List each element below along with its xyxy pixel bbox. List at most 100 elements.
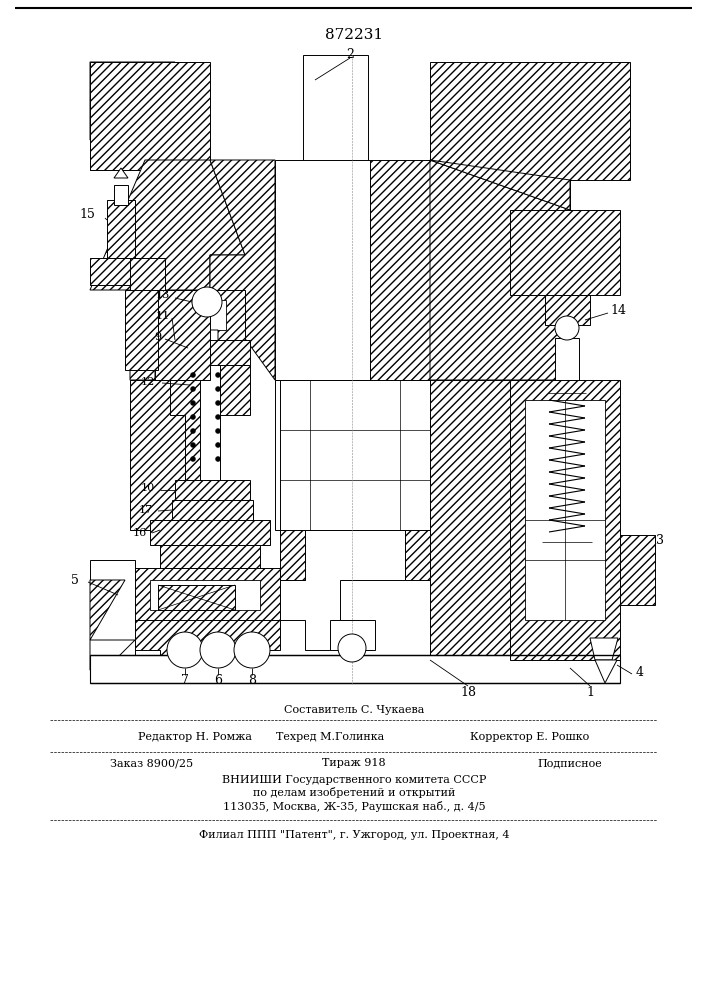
Circle shape bbox=[167, 632, 203, 668]
Text: 4: 4 bbox=[636, 666, 644, 678]
Bar bbox=[275, 160, 370, 380]
Text: Заказ 8900/25: Заказ 8900/25 bbox=[110, 758, 193, 768]
Text: 8: 8 bbox=[248, 674, 256, 686]
Polygon shape bbox=[158, 585, 235, 610]
Circle shape bbox=[190, 372, 196, 377]
Bar bbox=[200, 365, 220, 565]
Bar bbox=[130, 380, 210, 530]
Circle shape bbox=[190, 400, 196, 406]
Circle shape bbox=[190, 386, 196, 391]
Polygon shape bbox=[130, 568, 280, 620]
Text: 16: 16 bbox=[133, 528, 147, 538]
Polygon shape bbox=[90, 640, 135, 670]
Polygon shape bbox=[114, 168, 128, 178]
Polygon shape bbox=[545, 295, 590, 325]
Circle shape bbox=[192, 287, 222, 317]
Polygon shape bbox=[155, 290, 210, 380]
Polygon shape bbox=[90, 560, 135, 670]
Text: 9: 9 bbox=[154, 332, 162, 342]
Circle shape bbox=[190, 428, 196, 434]
Polygon shape bbox=[590, 638, 618, 660]
Text: 14: 14 bbox=[610, 304, 626, 316]
Bar bbox=[430, 380, 570, 670]
Bar bbox=[188, 300, 226, 330]
Text: 7: 7 bbox=[181, 674, 189, 686]
Text: 2: 2 bbox=[346, 48, 354, 62]
Polygon shape bbox=[90, 258, 140, 285]
Text: Корректор Е. Рошко: Корректор Е. Рошко bbox=[470, 732, 590, 742]
Text: 5: 5 bbox=[71, 574, 79, 586]
Text: 3: 3 bbox=[656, 534, 664, 546]
Text: 872231: 872231 bbox=[325, 28, 383, 42]
Circle shape bbox=[555, 316, 579, 340]
Bar bbox=[555, 338, 579, 383]
Polygon shape bbox=[90, 160, 245, 380]
Polygon shape bbox=[175, 480, 250, 500]
Text: 13: 13 bbox=[156, 290, 170, 300]
Polygon shape bbox=[198, 330, 218, 375]
Text: 11: 11 bbox=[156, 311, 170, 321]
Polygon shape bbox=[370, 160, 430, 380]
Bar bbox=[548, 380, 586, 398]
Polygon shape bbox=[510, 210, 620, 295]
Text: 15: 15 bbox=[79, 209, 95, 222]
Circle shape bbox=[338, 634, 366, 662]
Circle shape bbox=[216, 414, 221, 420]
Text: 12: 12 bbox=[141, 377, 155, 387]
Bar bbox=[150, 580, 260, 610]
Polygon shape bbox=[330, 620, 375, 650]
Polygon shape bbox=[130, 620, 280, 660]
Text: Филиал ППП "Патент", г. Ужгород, ул. Проектная, 4: Филиал ППП "Патент", г. Ужгород, ул. Про… bbox=[199, 830, 509, 840]
Bar bbox=[275, 380, 370, 530]
Circle shape bbox=[190, 414, 196, 420]
Polygon shape bbox=[430, 180, 570, 210]
Text: 113035, Москва, Ж-35, Раушская наб., д. 4/5: 113035, Москва, Ж-35, Раушская наб., д. … bbox=[223, 800, 485, 812]
Polygon shape bbox=[160, 545, 260, 568]
Polygon shape bbox=[90, 580, 125, 640]
Bar bbox=[370, 380, 430, 530]
Polygon shape bbox=[280, 380, 430, 530]
Text: Техред М.Голинка: Техред М.Голинка bbox=[276, 732, 384, 742]
Polygon shape bbox=[90, 62, 175, 140]
Text: Подписное: Подписное bbox=[537, 758, 602, 768]
Bar bbox=[525, 400, 605, 620]
Text: 1: 1 bbox=[586, 686, 594, 698]
Polygon shape bbox=[405, 530, 430, 580]
Circle shape bbox=[234, 632, 270, 668]
Bar bbox=[542, 533, 592, 551]
Circle shape bbox=[216, 428, 221, 434]
Polygon shape bbox=[210, 160, 275, 380]
Text: 6: 6 bbox=[214, 674, 222, 686]
Circle shape bbox=[216, 372, 221, 377]
Polygon shape bbox=[90, 62, 195, 170]
Bar bbox=[303, 55, 368, 170]
Circle shape bbox=[190, 456, 196, 462]
Bar bbox=[114, 185, 128, 205]
Polygon shape bbox=[595, 660, 617, 683]
Polygon shape bbox=[170, 340, 250, 365]
Text: 17: 17 bbox=[139, 505, 153, 515]
Bar bbox=[105, 258, 137, 276]
Circle shape bbox=[216, 400, 221, 406]
Text: ВНИИШИ Государственного комитета СССР: ВНИИШИ Государственного комитета СССР bbox=[222, 775, 486, 785]
Polygon shape bbox=[170, 365, 250, 480]
Polygon shape bbox=[130, 258, 165, 295]
Circle shape bbox=[200, 632, 236, 668]
Polygon shape bbox=[125, 290, 158, 370]
Circle shape bbox=[216, 386, 221, 391]
Text: 10: 10 bbox=[141, 483, 155, 493]
Polygon shape bbox=[430, 160, 570, 210]
Bar bbox=[107, 200, 135, 260]
Text: 18: 18 bbox=[460, 686, 476, 698]
Circle shape bbox=[190, 442, 196, 448]
Bar bbox=[90, 655, 620, 683]
Text: Редактор Н. Ромжа: Редактор Н. Ромжа bbox=[138, 732, 252, 742]
Text: по делам изобретений и открытий: по делам изобретений и открытий bbox=[253, 788, 455, 798]
Polygon shape bbox=[172, 500, 253, 520]
Polygon shape bbox=[280, 530, 305, 580]
Polygon shape bbox=[510, 380, 620, 660]
Polygon shape bbox=[280, 530, 405, 650]
Circle shape bbox=[216, 456, 221, 462]
Bar bbox=[620, 535, 655, 605]
Polygon shape bbox=[90, 62, 210, 170]
